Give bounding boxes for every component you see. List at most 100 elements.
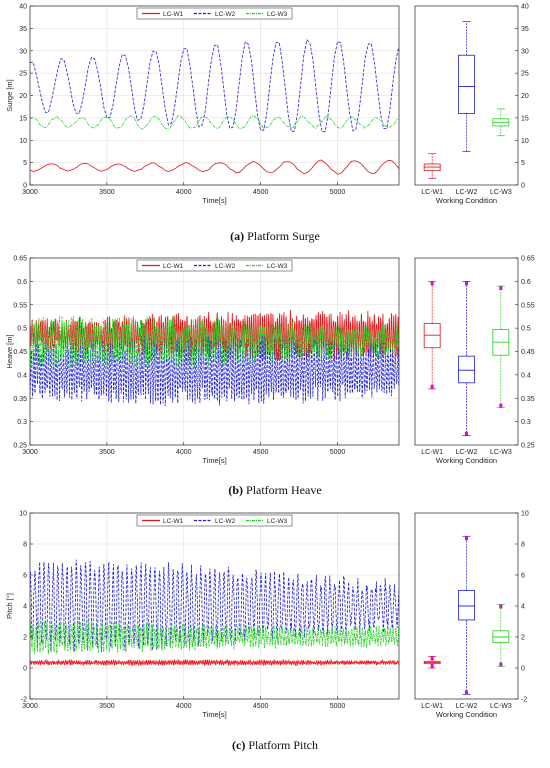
box-y-tick-label-7: 35 [521,26,529,33]
box-category-label-1: LC-W2 [456,449,478,456]
box-y-tick-label-0: -2 [521,697,527,704]
y-tick-label-0: 0.25 [13,443,27,450]
x-axis-label: Time[s] [202,196,226,205]
box-iqr [423,323,441,349]
box-y-tick-label-3: 15 [521,115,529,122]
box-y-tick-label-4: 6 [521,573,525,580]
box-y-tick-label-2: 0.35 [521,396,535,403]
y-tick-label-3: 0.4 [17,372,27,379]
box-lc-w1 [423,153,441,179]
panel-caption: (c) Platform Pitch [232,738,318,752]
box-category-label-0: LC-W1 [421,189,443,196]
legend-label-lc-w2: LC-W2 [215,263,236,270]
y-tick-label-2: 10 [19,138,27,145]
y-tick-label-3: 15 [19,115,27,122]
box-lc-w1 [423,281,441,390]
caption-text: Platform Pitch [245,738,318,752]
series-line-lc-w1 [30,658,399,667]
box-y-tick-label-1: 0 [521,666,525,673]
box-y-tick-label-0: 0 [521,183,525,190]
panel-caption: (a) Platform Surge [230,229,320,243]
box-y-tick-label-1: 0.3 [521,419,531,426]
time-series-axes-surge: 0 5 10 15 20 25 30 35 40 3000 3500 4000 4500 5000 Surg… [5,4,400,205]
box-y-tick-label-6: 0.55 [521,302,535,309]
box-lc-w1 [423,656,441,669]
box-y-tick-label-5: 0.5 [521,326,531,333]
box-x-axis-label: Working Condition [436,196,497,205]
box-lc-w2 [458,21,475,152]
series-line-lc-w2 [30,39,399,133]
box-y-tick-label-2: 2 [521,635,525,642]
x-axis-label: Time[s] [202,456,226,465]
y-tick-label-5: 8 [23,542,27,549]
box-category-label-2: LC-W3 [490,189,512,196]
box-y-tick-label-6: 10 [521,511,529,518]
box-y-tick-label-7: 0.6 [521,279,531,286]
legend-box [136,514,293,527]
box-x-axis-label: Working Condition [436,710,497,719]
y-tick-label-1: 5 [23,160,27,167]
y-tick-label-0: -2 [21,697,27,704]
box-lc-w3 [492,285,510,408]
box-y-tick-label-8: 40 [521,4,529,11]
series-line-lc-w3 [30,114,399,130]
box-category-label-2: LC-W3 [490,449,512,456]
box-category-label-0: LC-W1 [421,449,443,456]
x-tick-label-0: 3000 [22,449,38,456]
y-tick-label-0: 0 [23,183,27,190]
x-tick-label-4: 5000 [330,703,346,710]
legend-label-lc-w3: LC-W3 [267,11,288,18]
box-y-tick-label-3: 0.4 [521,372,531,379]
legend-box [136,259,293,272]
legend: LC-W1 LC-W2 LC-W3 [136,7,293,20]
legend-label-lc-w1: LC-W1 [163,263,184,270]
legend-label-lc-w1: LC-W1 [163,518,184,525]
series-line-lc-w3 [30,315,399,371]
time-series-axes-heave: 0.25 0.3 0.35 0.4 0.45 0.5 0.55 0.6 0.65 3000 3500… [5,256,400,465]
legend-label-lc-w2: LC-W2 [215,11,236,18]
axes-frame [29,5,400,186]
box-category-label-1: LC-W2 [456,189,478,196]
box-category-label-0: LC-W1 [421,703,443,710]
box-y-tick-label-6: 30 [521,48,529,55]
legend-box [136,7,293,20]
y-tick-label-4: 20 [19,93,27,100]
x-tick-label-3: 4500 [253,703,269,710]
box-y-tick-label-4: 20 [521,93,529,100]
box-y-tick-label-5: 25 [521,71,529,78]
axes-frame [29,512,400,700]
caption-label: (b) [228,483,243,497]
y-tick-label-7: 35 [19,26,27,33]
x-tick-label-3: 4500 [253,449,269,456]
x-axis-label: Time[s] [202,710,226,719]
y-axis-label: Pitch [°] [5,593,14,619]
legend-label-lc-w3: LC-W3 [267,518,288,525]
y-tick-label-6: 10 [19,511,27,518]
y-axis-label: Surge [m] [5,79,14,112]
y-tick-label-7: 0.6 [17,279,27,286]
x-tick-label-0: 3000 [22,703,38,710]
x-tick-label-0: 3000 [22,189,38,196]
caption-text: Platform Surge [244,229,320,243]
caption-label: (a) [230,229,244,243]
y-tick-label-5: 0.5 [17,326,27,333]
y-tick-label-2: 2 [23,635,27,642]
y-axis-label: Heave [m] [5,334,14,368]
x-tick-label-1: 3500 [99,449,115,456]
box-x-axis-label: Working Condition [436,456,497,465]
box-y-tick-label-4: 0.45 [521,349,535,356]
box-lc-w3 [492,108,510,137]
y-tick-label-8: 0.65 [13,256,27,263]
x-tick-label-1: 3500 [99,189,115,196]
box-category-label-1: LC-W2 [456,703,478,710]
y-tick-label-5: 25 [19,71,27,78]
series-line-lc-w2 [30,334,399,407]
caption-text: Platform Heave [243,483,322,497]
x-tick-label-4: 5000 [330,189,346,196]
box-y-tick-label-8: 0.65 [521,256,535,263]
y-tick-label-4: 6 [23,573,27,580]
x-tick-label-2: 4000 [176,449,192,456]
series-line-lc-w1 [30,159,399,175]
